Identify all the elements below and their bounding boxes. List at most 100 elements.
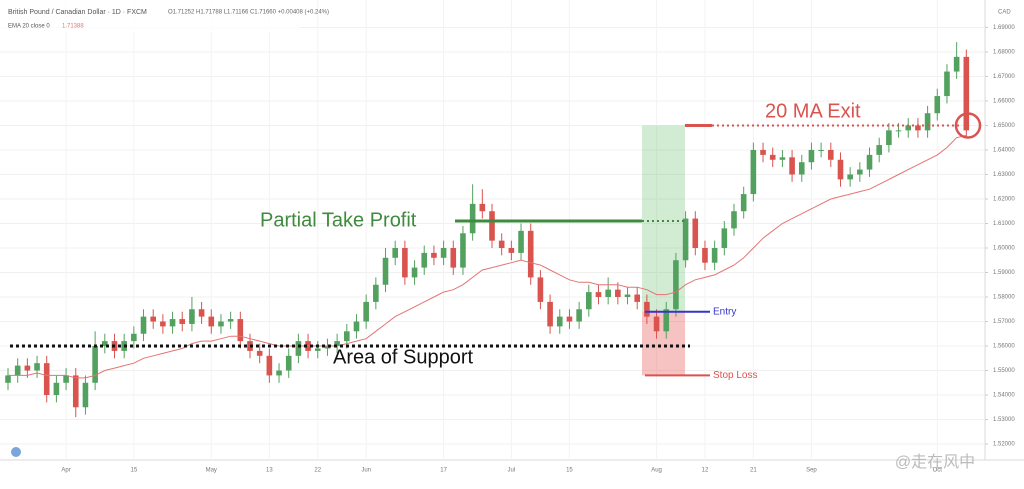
x-tick-label: 17 bbox=[440, 468, 447, 474]
candle-body bbox=[886, 130, 892, 146]
candle-body bbox=[895, 130, 902, 132]
x-tick-label: Aug bbox=[651, 468, 662, 474]
logo bbox=[11, 447, 21, 457]
candle-body bbox=[382, 257, 389, 285]
candle-body bbox=[314, 348, 321, 351]
y-tick-label: 1.67000 bbox=[993, 74, 1015, 80]
ohlc-text: O1.71252 H1.71788 L1.71166 C1.71660 +0.0… bbox=[168, 10, 329, 16]
candle-body bbox=[644, 301, 650, 317]
candle-body bbox=[276, 370, 282, 376]
y-tick-label: 1.58000 bbox=[993, 295, 1015, 301]
candle-body bbox=[779, 157, 786, 160]
y-tick-label: 1.64000 bbox=[993, 148, 1015, 154]
candle-body bbox=[740, 194, 747, 212]
candle-body bbox=[150, 316, 156, 322]
candle-body bbox=[769, 154, 776, 160]
x-tick-label: Jun bbox=[361, 468, 371, 474]
candle-body bbox=[857, 169, 863, 175]
candle-body bbox=[353, 321, 360, 332]
candle-body bbox=[43, 363, 50, 396]
candle-body bbox=[527, 230, 534, 278]
x-tick-label: Apr bbox=[61, 468, 70, 474]
candle-body bbox=[905, 125, 912, 131]
candle-body bbox=[431, 252, 437, 258]
x-tick-label: May bbox=[206, 468, 217, 474]
candle-body bbox=[363, 301, 369, 322]
y-tick-label: 1.65000 bbox=[993, 123, 1015, 129]
candle-body bbox=[179, 319, 186, 324]
candle-body bbox=[750, 149, 757, 195]
y-tick-label: 1.61000 bbox=[993, 221, 1015, 227]
candle-body bbox=[469, 203, 476, 234]
candle-body bbox=[663, 309, 670, 332]
candle-body bbox=[295, 341, 302, 356]
chart-title: British Pound / Canadian Dollar · 1D · F… bbox=[8, 9, 147, 16]
y-tick-label: 1.69000 bbox=[993, 25, 1015, 31]
x-tick-label: 22 bbox=[314, 468, 321, 474]
support-label: Area of Support bbox=[333, 346, 474, 368]
candle-body bbox=[53, 382, 60, 396]
candle-body bbox=[63, 375, 69, 383]
candle-body bbox=[789, 157, 795, 175]
candle-body bbox=[5, 375, 11, 383]
candle-body bbox=[518, 230, 524, 253]
candle-body bbox=[953, 56, 960, 72]
x-tick-label: Jul bbox=[508, 468, 516, 474]
candle-body bbox=[605, 289, 611, 298]
indicator-value: 1.71388 bbox=[62, 24, 84, 30]
candle-body bbox=[218, 321, 224, 327]
candle-body bbox=[14, 365, 21, 376]
x-tick-label: 21 bbox=[750, 468, 757, 474]
candle-body bbox=[586, 292, 592, 310]
x-tick-label: 12 bbox=[702, 468, 709, 474]
candle-body bbox=[866, 154, 873, 170]
candle-body bbox=[934, 96, 941, 114]
candle-body bbox=[169, 319, 176, 327]
annotations: Partial Take Profit 20 MA Exit Entry Stop L… bbox=[10, 101, 982, 381]
candle-body bbox=[421, 252, 428, 268]
candle-body bbox=[34, 363, 40, 371]
candle-body bbox=[624, 294, 631, 298]
candle-body bbox=[828, 149, 834, 160]
candle-body bbox=[576, 309, 582, 322]
candle-body bbox=[489, 211, 495, 241]
zones bbox=[642, 125, 685, 376]
indicator-label: EMA 20 close 0 bbox=[8, 24, 50, 30]
candle-body bbox=[24, 365, 31, 371]
x-tick-label: 15 bbox=[130, 468, 137, 474]
entry-label: Entry bbox=[713, 306, 736, 317]
candle-body bbox=[160, 321, 166, 327]
candle-body bbox=[818, 149, 824, 151]
candle-body bbox=[915, 125, 921, 131]
y-tick-label: 1.62000 bbox=[993, 197, 1015, 203]
candle-body bbox=[256, 350, 263, 356]
exit-circle bbox=[954, 112, 982, 139]
candle-body bbox=[760, 149, 766, 155]
currency: CAD bbox=[998, 10, 1011, 16]
candle-body bbox=[460, 233, 466, 268]
candle-body bbox=[237, 319, 244, 342]
candle-body bbox=[392, 247, 398, 258]
candle-body bbox=[140, 316, 147, 334]
y-tick-label: 1.68000 bbox=[993, 50, 1015, 56]
candle-body bbox=[711, 247, 718, 263]
x-tick-label: Oct bbox=[933, 468, 943, 474]
candle-body bbox=[266, 355, 273, 376]
candle-body bbox=[615, 289, 621, 298]
candle-body bbox=[102, 341, 108, 347]
candle-body bbox=[595, 292, 602, 298]
candle-body bbox=[450, 247, 457, 268]
x-tick-label: 15 bbox=[566, 468, 573, 474]
candle-body bbox=[702, 247, 708, 263]
stop-loss-label: Stop Loss bbox=[713, 370, 757, 381]
candle-body bbox=[402, 247, 408, 278]
y-tick-label: 1.57000 bbox=[993, 319, 1015, 325]
candle-body bbox=[92, 346, 98, 383]
y-tick-label: 1.60000 bbox=[993, 246, 1015, 252]
candle-body bbox=[673, 260, 679, 310]
candle-body bbox=[634, 294, 640, 302]
candle-body bbox=[847, 174, 853, 180]
candle-body bbox=[547, 301, 553, 327]
x-tick-label: 13 bbox=[266, 468, 273, 474]
